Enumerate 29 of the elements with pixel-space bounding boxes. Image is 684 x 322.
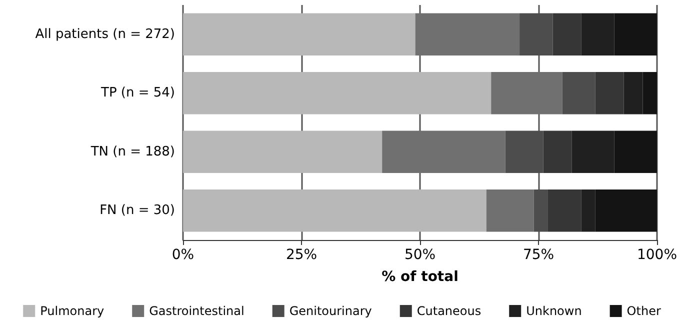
bar bbox=[543, 130, 572, 174]
legend-label: Cutaneous bbox=[416, 304, 482, 318]
bar bbox=[183, 130, 382, 174]
x-tick-label: 25% bbox=[286, 247, 318, 263]
bar bbox=[183, 13, 416, 56]
x-tick-label: 50% bbox=[404, 247, 436, 263]
y-tick-label: TN (n = 188) bbox=[90, 144, 175, 160]
legend-label: Gastrointestinal bbox=[149, 304, 244, 318]
bar bbox=[562, 72, 596, 114]
legend-label: Unknown bbox=[526, 304, 582, 318]
y-tick-label: All patients (n = 272) bbox=[35, 26, 175, 42]
x-tick-label: 75% bbox=[522, 247, 554, 263]
bar bbox=[183, 72, 492, 114]
legend-label: Genitourinary bbox=[289, 304, 372, 318]
bar bbox=[382, 130, 506, 174]
bar bbox=[486, 189, 534, 232]
bar bbox=[552, 13, 582, 56]
bar bbox=[595, 72, 624, 114]
x-tick-label: 0% bbox=[172, 247, 194, 263]
y-tick-label: TP (n = 54) bbox=[100, 86, 175, 101]
x-axis-title: % of total bbox=[382, 269, 458, 285]
y-tick-label: FN (n = 30) bbox=[100, 203, 175, 218]
x-tick-label: 100% bbox=[636, 247, 678, 263]
bar bbox=[548, 189, 582, 232]
legend-label: Other bbox=[626, 304, 661, 318]
bar bbox=[415, 13, 520, 56]
bar bbox=[183, 189, 486, 232]
legend-label: Pulmonary bbox=[40, 304, 104, 318]
bar bbox=[491, 72, 562, 114]
